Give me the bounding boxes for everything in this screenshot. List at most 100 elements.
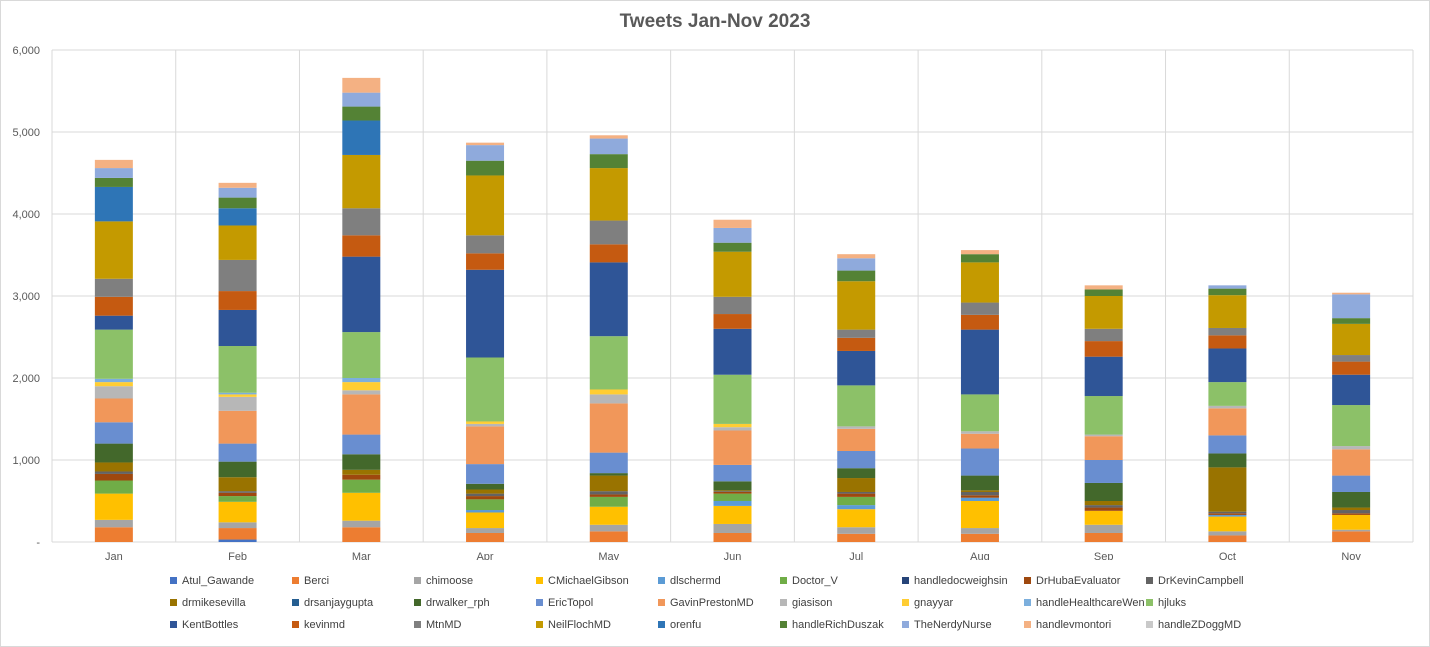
bar-segment xyxy=(713,219,752,228)
legend-swatch xyxy=(414,577,421,584)
chart-plot: - 1,000 2,000 3,000 4,000 5,000 6,000 Jan Feb Mar… xyxy=(12,45,1414,560)
legend-entry: handleZDoggMD xyxy=(1146,616,1268,633)
bar-segment xyxy=(1084,460,1123,483)
bar-segment xyxy=(94,398,133,423)
bar-segment xyxy=(466,493,505,497)
bar-segment xyxy=(1332,318,1371,324)
bar-segment xyxy=(1332,323,1371,356)
bar-segment xyxy=(1084,434,1123,437)
bar-segment xyxy=(1084,507,1123,511)
bar-segment xyxy=(1332,507,1371,511)
bar-segment xyxy=(837,478,876,492)
legend-label: CMichaelGibson xyxy=(548,574,629,587)
bar-segment xyxy=(960,497,999,501)
bar-segment xyxy=(713,251,752,297)
y-tick-label: 5,000 xyxy=(12,127,40,139)
bar-segment xyxy=(1084,510,1123,525)
bar-segment xyxy=(837,254,876,259)
bar-segment xyxy=(218,197,257,209)
bar-segment xyxy=(1084,482,1123,501)
legend-label: Berci xyxy=(304,574,330,587)
legend-swatch xyxy=(1146,577,1153,584)
bar-segment xyxy=(713,523,752,533)
bar-segment xyxy=(1084,524,1123,533)
bar-segment xyxy=(837,450,876,469)
legend-entry: Atul_Gawande xyxy=(170,572,292,589)
bar-segment xyxy=(713,423,752,428)
bar-segment xyxy=(713,328,752,375)
legend-entry: MtnMD xyxy=(414,616,536,633)
bar-segment xyxy=(466,235,505,254)
bar-segment xyxy=(589,491,628,495)
bar-segment xyxy=(342,382,381,391)
bar-segment xyxy=(1208,405,1247,409)
legend-entry: handledocweighsin xyxy=(902,572,1024,589)
bar-segment xyxy=(94,386,133,399)
bar-segment xyxy=(94,462,133,472)
bar-segment xyxy=(589,135,628,139)
legend-label: dlschermd xyxy=(670,574,721,587)
bar-segment xyxy=(94,278,133,297)
bar-segment xyxy=(342,434,381,455)
bar-segment xyxy=(1208,453,1247,468)
bar-segment xyxy=(342,378,381,383)
bar-segment xyxy=(837,329,876,338)
bar-segment xyxy=(960,431,999,434)
bar-segment xyxy=(589,394,628,404)
bar-segment xyxy=(713,491,752,492)
bar-segment xyxy=(1332,374,1371,406)
bar-segment xyxy=(960,490,999,492)
x-tick-label: Oct xyxy=(1219,551,1236,560)
x-tick-label: Feb xyxy=(228,551,247,560)
bar-segment xyxy=(1332,510,1371,514)
legend-entry: handleHealthcareWen xyxy=(1024,594,1146,611)
legend-swatch xyxy=(292,599,299,606)
legend-entry: KentBottles xyxy=(170,616,292,633)
bar-segment xyxy=(960,314,999,330)
bar-segment xyxy=(1084,356,1123,397)
bar-segment xyxy=(1208,467,1247,512)
bar-segment xyxy=(342,332,381,378)
bar-segment xyxy=(466,496,505,500)
x-tick-label: Aug xyxy=(970,551,990,560)
bar-segment xyxy=(837,505,876,510)
bar-segment xyxy=(589,403,628,453)
gridlines xyxy=(51,49,1414,543)
bar-segment xyxy=(218,410,257,444)
x-tick-label: Mar xyxy=(352,551,371,560)
bar-segment xyxy=(1332,514,1371,530)
legend-swatch xyxy=(780,599,787,606)
legend-label: GavinPrestonMD xyxy=(670,596,754,609)
bar-segment xyxy=(342,390,381,395)
legend-swatch xyxy=(780,621,787,628)
bar-segment xyxy=(837,426,876,429)
bar-segment xyxy=(960,528,999,534)
legend-entry: drwalker_rph xyxy=(414,594,536,611)
bar-segment xyxy=(960,329,999,395)
bar-segment xyxy=(1208,535,1247,542)
bar-segment xyxy=(1208,516,1247,532)
bar-segment xyxy=(1084,285,1123,290)
bar-segment xyxy=(466,489,505,494)
bar-segment xyxy=(94,221,133,279)
bar-segment xyxy=(589,506,628,525)
bar-segment xyxy=(960,394,999,432)
legend-entry: giasison xyxy=(780,594,902,611)
x-tick-label: Apr xyxy=(476,551,493,560)
bar-segment xyxy=(94,159,133,169)
bar-segment xyxy=(1208,295,1247,328)
bar-segment xyxy=(466,423,505,427)
bar-segment xyxy=(837,491,876,494)
bar-segment xyxy=(466,357,505,422)
bar-segment xyxy=(342,527,381,542)
bar-segment xyxy=(960,302,999,315)
legend-swatch xyxy=(658,599,665,606)
legend-label: EricTopol xyxy=(548,596,594,609)
bar-segment xyxy=(218,187,257,198)
bar-segment xyxy=(218,225,257,260)
bar-segment xyxy=(1084,505,1123,508)
bar-segment xyxy=(342,120,381,155)
legend-label: TheNerdyNurse xyxy=(914,618,992,631)
bar-segment xyxy=(589,496,628,507)
bar-segment xyxy=(960,491,999,496)
